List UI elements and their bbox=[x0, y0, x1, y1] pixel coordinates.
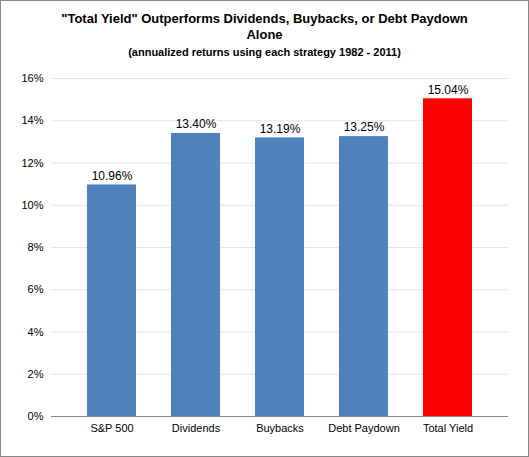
svg-text:Dividends: Dividends bbox=[172, 422, 221, 434]
html-text:(annualized returns using each: (annualized returns using each strategy … bbox=[128, 46, 401, 58]
svg-text:10.96%: 10.96% bbox=[92, 169, 133, 183]
html-text:"Total Yield" Outperforms Divi: "Total Yield" Outperforms Dividends, Buy… bbox=[61, 11, 468, 42]
svg-text:10%: 10% bbox=[21, 199, 43, 211]
svg-text:2%: 2% bbox=[28, 368, 44, 380]
svg-text:13.40%: 13.40% bbox=[176, 117, 217, 131]
svg-text:4%: 4% bbox=[28, 326, 44, 338]
svg-text:15.04%: 15.04% bbox=[428, 83, 469, 97]
svg-text:16%: 16% bbox=[21, 72, 43, 84]
svg-text:Buybacks: Buybacks bbox=[256, 422, 304, 434]
svg-text:S&P 500: S&P 500 bbox=[90, 422, 133, 434]
svg-text:12%: 12% bbox=[21, 157, 43, 169]
svg-text:0%: 0% bbox=[28, 410, 44, 422]
svg-text:13.25%: 13.25% bbox=[344, 120, 385, 134]
svg-text:14%: 14% bbox=[21, 114, 43, 126]
svg-text:8%: 8% bbox=[28, 241, 44, 253]
svg-text:Total Yield: Total Yield bbox=[423, 422, 473, 434]
svg-text:6%: 6% bbox=[28, 283, 44, 295]
svg-text:Debt Paydown: Debt Paydown bbox=[328, 422, 400, 434]
svg-text:13.19%: 13.19% bbox=[260, 122, 301, 136]
